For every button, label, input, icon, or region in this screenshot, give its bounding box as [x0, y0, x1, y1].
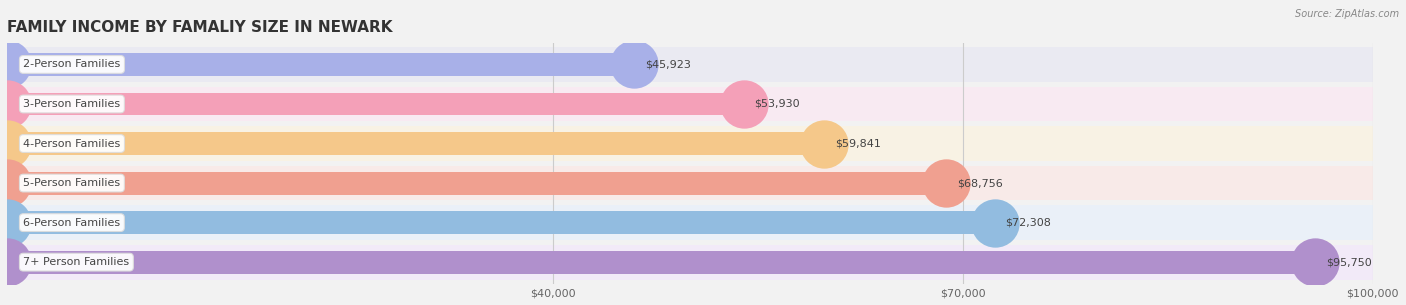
Bar: [7, 166, 1372, 200]
Text: 5-Person Families: 5-Person Families: [24, 178, 121, 188]
Text: FAMILY INCOME BY FAMALIY SIZE IN NEWARK: FAMILY INCOME BY FAMALIY SIZE IN NEWARK: [7, 20, 392, 34]
Bar: [7, 47, 1372, 82]
Text: $68,756: $68,756: [957, 178, 1002, 188]
Bar: [7, 251, 1315, 274]
Text: Source: ZipAtlas.com: Source: ZipAtlas.com: [1295, 9, 1399, 19]
Text: 6-Person Families: 6-Person Families: [24, 217, 121, 228]
Bar: [7, 132, 824, 155]
Text: 4-Person Families: 4-Person Families: [24, 138, 121, 149]
Text: 7+ Person Families: 7+ Person Families: [24, 257, 129, 267]
Text: 2-Person Families: 2-Person Families: [24, 59, 121, 70]
Bar: [7, 211, 994, 234]
Bar: [7, 87, 1372, 121]
Bar: [7, 126, 1372, 161]
Text: $45,923: $45,923: [645, 59, 690, 70]
Text: $59,841: $59,841: [835, 138, 882, 149]
Text: $72,308: $72,308: [1005, 217, 1052, 228]
Text: $95,750: $95,750: [1326, 257, 1371, 267]
Bar: [7, 53, 634, 76]
Text: $53,930: $53,930: [755, 99, 800, 109]
Bar: [7, 245, 1372, 280]
Bar: [7, 172, 946, 195]
Text: 3-Person Families: 3-Person Families: [24, 99, 121, 109]
Bar: [7, 92, 744, 116]
Bar: [7, 205, 1372, 240]
